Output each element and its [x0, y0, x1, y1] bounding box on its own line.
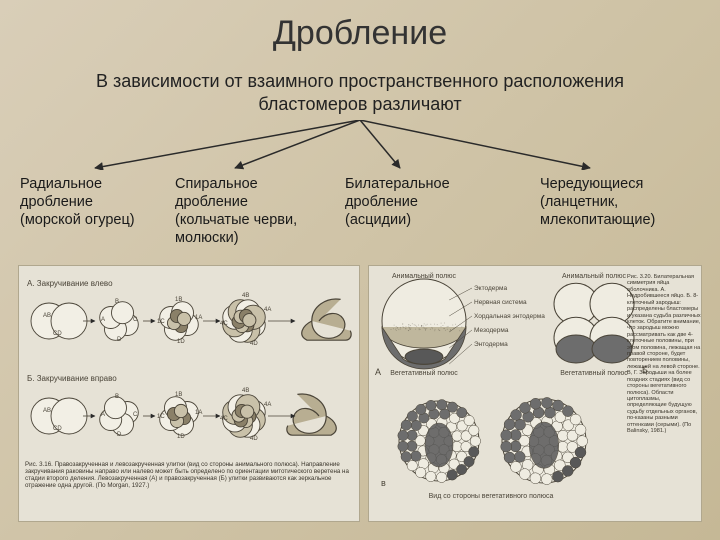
svg-text:D: D — [117, 337, 122, 343]
svg-text:4B: 4B — [242, 293, 249, 299]
svg-text:D: D — [117, 432, 122, 438]
svg-text:4C: 4C — [220, 321, 228, 327]
svg-text:B: B — [115, 299, 119, 305]
svg-text:4B: 4B — [242, 388, 249, 394]
slide-subtitle: В зависимости от взаимного пространствен… — [30, 70, 690, 117]
svg-text:1B: 1B — [175, 392, 182, 398]
figure-spiral-cleavage: А. Закручивание влевоABCDBCAD1B1A1C1D4B4… — [18, 265, 360, 522]
item-spiral: Спиральное дробление (кольчатые черви, м… — [175, 175, 335, 248]
svg-text:в: в — [381, 478, 386, 488]
svg-text:A: A — [101, 317, 105, 323]
svg-text:1A: 1A — [195, 315, 202, 321]
svg-text:A: A — [101, 412, 105, 418]
svg-text:Вегетативный полюс: Вегетативный полюс — [390, 369, 458, 377]
branch-arrows — [0, 120, 720, 170]
svg-text:Эктодерма: Эктодерма — [474, 285, 507, 292]
svg-text:AB: AB — [43, 313, 51, 319]
svg-text:1B: 1B — [175, 297, 182, 303]
svg-text:Мезодерма: Мезодерма — [474, 327, 509, 334]
item-bilateral: Билатеральное дробление (асцидии) — [345, 175, 495, 229]
svg-text:C: C — [133, 412, 138, 418]
svg-text:4A: 4A — [264, 307, 271, 313]
svg-text:Вид со стороны вегетативного п: Вид со стороны вегетативного полюса — [429, 493, 554, 500]
svg-text:1A: 1A — [195, 410, 202, 416]
item-alternating: Чередующиеся (ланцетник, млекопитающие) — [540, 175, 705, 229]
svg-text:Хордальная энтодерма: Хордальная энтодерма — [474, 313, 545, 320]
item-radial: Радиальное дробление (морской огурец) — [20, 175, 170, 229]
figure-bilateral-cleavage: Анимальный полюс Вегетативный полюс А Эктод… — [368, 265, 702, 522]
svg-text:Анимальный полюс: Анимальный полюс — [562, 272, 626, 280]
svg-text:А: А — [375, 367, 381, 377]
svg-text:CD: CD — [53, 426, 62, 432]
svg-text:4A: 4A — [264, 402, 271, 408]
svg-text:1C: 1C — [157, 319, 165, 325]
slide-title: Дробление — [0, 14, 720, 53]
svg-text:CD: CD — [53, 331, 62, 337]
svg-text:А. Закручивание влево: А. Закручивание влево — [27, 279, 113, 288]
svg-text:AB: AB — [43, 408, 51, 414]
subtitle-line1: В зависимости от взаимного пространствен… — [96, 71, 624, 91]
svg-text:Энтодерма: Энтодерма — [474, 341, 508, 348]
svg-text:1D: 1D — [177, 434, 185, 440]
svg-text:Вегетативный полюс: Вегетативный полюс — [560, 369, 628, 377]
figure-row: А. Закручивание влевоABCDBCAD1B1A1C1D4B4… — [18, 265, 702, 523]
svg-text:Нервная система: Нервная система — [474, 299, 527, 306]
svg-text:4D: 4D — [250, 341, 258, 347]
svg-text:Анимальный полюс: Анимальный полюс — [392, 272, 456, 280]
svg-text:1D: 1D — [177, 339, 185, 345]
svg-text:B: B — [115, 394, 119, 400]
svg-text:Б. Закручивание вправо: Б. Закручивание вправо — [27, 374, 117, 383]
svg-text:C: C — [133, 317, 138, 323]
subtitle-line2: бластомеров различают — [258, 94, 461, 114]
svg-text:4C: 4C — [220, 416, 228, 422]
svg-text:1C: 1C — [157, 414, 165, 420]
svg-text:4D: 4D — [250, 436, 258, 442]
